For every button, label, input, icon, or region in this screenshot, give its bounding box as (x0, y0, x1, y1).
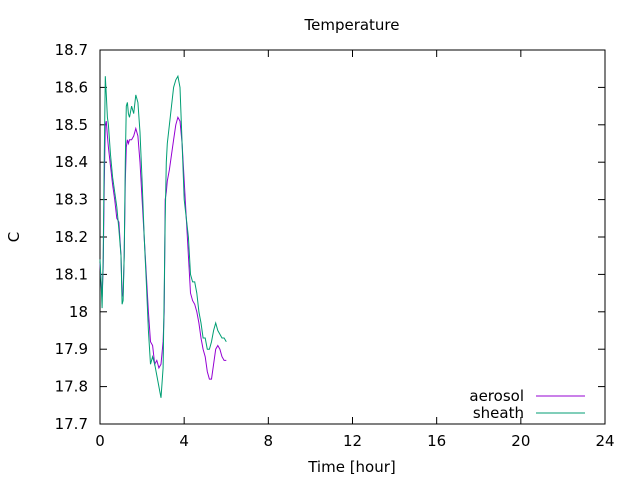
y-tick-label: 18.6 (55, 78, 88, 96)
y-tick-label: 17.9 (55, 340, 88, 358)
x-tick-label: 20 (511, 432, 530, 450)
y-tick-label: 17.7 (55, 415, 88, 433)
series-lines (99, 74, 227, 398)
y-axis-ticks: 17.7 17.8 17.9 18 18.1 18.2 18.3 18.4 18.5 18.6 18… (55, 41, 605, 433)
series-line-sheath (99, 74, 227, 398)
x-tick-label: 4 (179, 432, 189, 450)
series-line-aerosol (99, 115, 227, 380)
x-tick-label: 0 (95, 432, 105, 450)
x-tick-label: 24 (595, 432, 614, 450)
x-axis-label: Time [hour] (307, 458, 396, 476)
y-tick-label: 18.3 (55, 191, 88, 209)
legend-label-aerosol: aerosol (469, 387, 524, 405)
y-tick-label: 18.5 (55, 116, 88, 134)
y-tick-label: 18.1 (55, 265, 88, 283)
y-tick-label: 18.2 (55, 228, 88, 246)
y-tick-label: 17.8 (55, 378, 88, 396)
chart-title: Temperature (303, 16, 399, 34)
y-tick-label: 18.4 (55, 153, 88, 171)
x-axis-ticks: 0 4 8 12 16 20 24 (95, 50, 615, 450)
plot-frame (99, 49, 606, 425)
x-tick-label: 16 (427, 432, 446, 450)
x-tick-label: 12 (343, 432, 362, 450)
y-tick-label: 18.7 (55, 41, 88, 59)
x-tick-label: 8 (264, 432, 274, 450)
y-axis-label: C (5, 232, 23, 242)
legend-label-sheath: sheath (473, 404, 524, 422)
y-tick-label: 18 (69, 303, 88, 321)
